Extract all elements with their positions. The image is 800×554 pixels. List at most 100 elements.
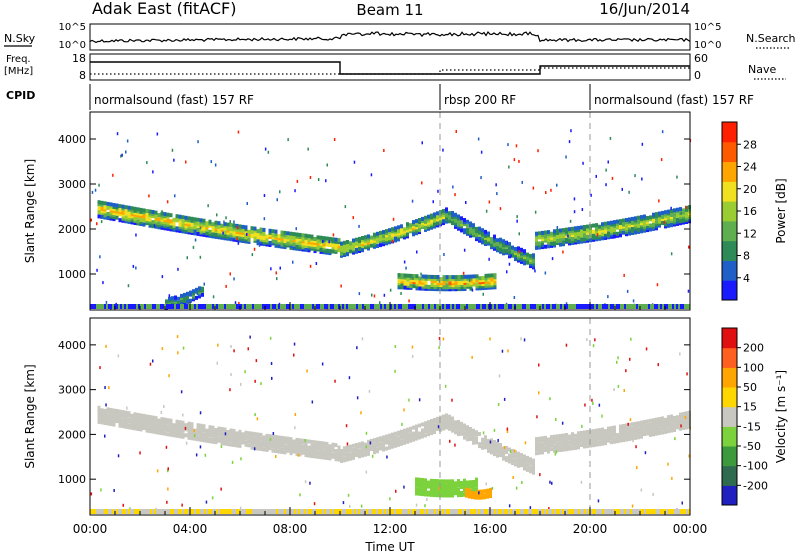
data-cell — [103, 213, 107, 218]
ground-scatter-cell — [160, 509, 162, 514]
data-cell — [328, 450, 332, 455]
ground-scatter-cell — [542, 509, 544, 514]
ground-scatter-cell — [682, 304, 684, 309]
data-cell — [685, 419, 688, 424]
ground-scatter-cell — [374, 304, 376, 309]
data-cell — [328, 249, 332, 254]
ground-scatter-cell — [220, 509, 222, 514]
noise-cell — [503, 397, 506, 401]
data-cell — [172, 429, 176, 434]
colorbar-segment — [722, 280, 737, 301]
data-cell — [466, 274, 470, 279]
data-cell — [466, 219, 469, 224]
data-cell — [625, 437, 628, 442]
data-cell — [409, 426, 412, 431]
data-cell — [202, 432, 206, 437]
data-cell — [472, 227, 475, 232]
ground-scatter-cell — [658, 304, 660, 309]
data-cell — [520, 247, 523, 252]
data-cell — [352, 246, 355, 251]
data-cell — [313, 237, 317, 241]
ground-scatter-cell — [306, 509, 308, 514]
data-cell — [484, 273, 488, 278]
noise-cell — [287, 138, 289, 142]
data-cell — [382, 232, 385, 237]
noise-cell — [233, 220, 235, 224]
data-cell — [559, 242, 562, 247]
noise-cell — [508, 504, 511, 508]
ground-scatter-cell — [466, 304, 468, 309]
data-cell — [457, 487, 460, 492]
ground-scatter-cell — [652, 304, 654, 309]
data-cell — [583, 225, 586, 229]
ground-scatter-cell — [430, 304, 432, 309]
ground-scatter-cell — [494, 304, 496, 309]
data-cell — [637, 427, 640, 432]
data-cell — [271, 438, 275, 443]
data-cell — [592, 429, 595, 434]
data-cell — [121, 410, 125, 415]
noise-cell — [373, 294, 376, 298]
data-cell — [577, 230, 580, 234]
noise-cell — [139, 451, 141, 455]
ground-scatter-cell — [238, 304, 240, 309]
data-cell — [496, 238, 499, 243]
ground-scatter-cell — [490, 509, 492, 514]
ground-scatter-cell — [388, 509, 390, 514]
ground-scatter-cell — [284, 304, 286, 309]
data-cell — [583, 237, 586, 242]
data-cell — [457, 281, 461, 286]
data-cell — [505, 456, 508, 461]
data-cell — [295, 442, 299, 446]
ground-scatter-cell — [192, 304, 194, 309]
ground-scatter-cell — [546, 509, 548, 514]
data-cell — [466, 227, 469, 232]
noise-cell — [482, 431, 485, 435]
colorbar-segment — [722, 347, 737, 368]
noise-cell — [580, 480, 583, 484]
colorbar-segment — [722, 141, 737, 163]
data-cell — [445, 419, 448, 423]
noise-cell — [168, 374, 170, 378]
data-cell — [235, 439, 239, 444]
noise-cell — [167, 469, 169, 473]
data-cell — [577, 238, 580, 243]
data-cell — [391, 229, 394, 234]
data-cell — [598, 224, 601, 229]
data-cell — [541, 436, 544, 441]
ground-scatter-cell — [168, 509, 170, 514]
data-cell — [493, 238, 496, 243]
noise-cell — [185, 441, 188, 445]
data-cell — [424, 421, 427, 426]
data-cell — [577, 225, 580, 230]
data-cell — [223, 429, 227, 434]
noise-cell — [276, 198, 278, 202]
data-cell — [214, 226, 218, 231]
data-cell — [613, 228, 616, 233]
ground-scatter-cell — [134, 304, 136, 309]
data-cell — [571, 241, 574, 245]
data-cell — [535, 445, 538, 450]
data-cell — [577, 445, 580, 450]
noise-cell — [211, 496, 214, 500]
noise-cell — [105, 300, 108, 304]
ground-scatter-cell — [608, 509, 610, 514]
colorbar-segment — [722, 387, 737, 408]
ground-scatter-cell — [332, 304, 334, 309]
noise-cell — [368, 389, 371, 393]
ground-scatter-cell — [308, 304, 310, 309]
data-cell — [181, 223, 185, 228]
data-cell — [238, 224, 242, 229]
data-cell — [283, 436, 287, 441]
data-cell — [499, 243, 502, 248]
ground-scatter-cell — [304, 304, 306, 309]
data-cell — [493, 246, 496, 251]
noise-cell — [168, 294, 171, 298]
data-cell — [556, 444, 559, 449]
noise-cell — [513, 449, 516, 453]
data-cell — [448, 215, 451, 220]
data-cell — [205, 434, 209, 439]
data-cell — [565, 237, 568, 242]
noise-cell — [493, 428, 496, 432]
data-cell — [489, 487, 492, 492]
